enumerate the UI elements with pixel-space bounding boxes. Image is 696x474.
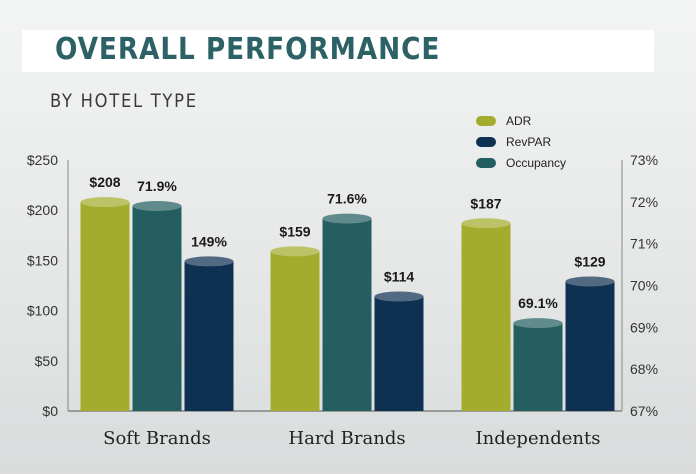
right-axis-tick: 68% — [630, 361, 658, 377]
legend-swatch-occupancy — [476, 157, 496, 168]
data-label-occupancy: 69.1% — [518, 295, 558, 311]
title-band — [22, 30, 654, 72]
bar-body — [132, 206, 182, 411]
bar-occupancy — [132, 201, 182, 411]
bar-cap-highlight — [565, 276, 615, 287]
bar-cap-highlight — [80, 197, 130, 208]
bar-cap — [565, 276, 615, 287]
bar-body — [461, 223, 511, 411]
chart-title: OVERALL PERFORMANCE — [55, 32, 441, 67]
right-axis-tick: 69% — [630, 319, 658, 335]
legend-item-revpar: RevPAR — [476, 131, 566, 152]
bar-body — [565, 281, 615, 411]
right-axis-tick: 67% — [630, 403, 658, 419]
bar-body — [80, 202, 130, 411]
bar-cap-highlight — [184, 256, 234, 267]
bar-cap — [461, 218, 511, 229]
bar-revpar — [184, 256, 234, 411]
bar-revpar — [374, 291, 424, 411]
right-axis-tick: 73% — [630, 152, 658, 168]
bar-cap-highlight — [461, 218, 511, 229]
bar-body — [270, 251, 320, 411]
bar-cap-highlight — [132, 201, 182, 212]
bar-cap-highlight — [322, 213, 372, 224]
right-axis-tick: 71% — [630, 236, 658, 252]
data-label-adr: $187 — [470, 195, 501, 211]
legend-swatch-revpar — [476, 136, 496, 147]
bar-cap — [184, 256, 234, 267]
bar-body — [184, 261, 234, 411]
left-axis-tick: $50 — [35, 353, 59, 369]
legend-label-occupancy: Occupancy — [506, 155, 567, 170]
bar-body — [322, 218, 372, 411]
bar-revpar — [565, 276, 615, 411]
bar-adr — [461, 218, 511, 411]
right-axis-tick: 72% — [630, 194, 658, 210]
bar-cap-highlight — [374, 291, 424, 302]
data-label-occupancy: 71.6% — [327, 191, 367, 207]
left-axis-tick: $0 — [42, 403, 58, 419]
data-label-adr: $208 — [89, 174, 120, 190]
bar-adr — [270, 246, 320, 411]
legend-item-adr: ADR — [476, 110, 566, 131]
bar-occupancy — [322, 213, 372, 411]
bar-body — [513, 323, 563, 411]
legend-item-occupancy: Occupancy — [476, 152, 566, 173]
bar-adr — [80, 197, 130, 411]
bar-cap — [374, 291, 424, 302]
bar-cap-highlight — [513, 318, 563, 329]
legend-label-adr: ADR — [506, 113, 532, 128]
data-label-revpar: 149% — [191, 233, 227, 249]
right-axis-tick: 70% — [630, 278, 658, 294]
data-label-revpar: $114 — [384, 269, 415, 285]
left-axis-tick: $200 — [27, 202, 58, 218]
bar-cap-highlight — [270, 246, 320, 257]
category-label: Hard Brands — [288, 428, 405, 449]
bar-cap — [513, 318, 563, 329]
bar-cap — [132, 201, 182, 212]
category-label: Soft Brands — [103, 428, 211, 449]
chart-subtitle: BY HOTEL TYPE — [50, 90, 198, 112]
bar-body — [374, 296, 424, 411]
left-axis-tick: $150 — [27, 252, 58, 268]
data-label-occupancy: 71.9% — [137, 178, 177, 194]
bar-cap — [322, 213, 372, 224]
bar-cap — [80, 197, 130, 208]
legend-swatch-adr — [476, 115, 496, 126]
legend-label-revpar: RevPAR — [506, 134, 552, 149]
bar-occupancy — [513, 318, 563, 411]
left-axis-tick: $250 — [27, 152, 58, 168]
chart-legend: ADR RevPAR Occupancy — [476, 110, 566, 173]
category-label: Independents — [476, 428, 601, 449]
bar-cap — [270, 246, 320, 257]
data-label-revpar: $129 — [574, 253, 605, 269]
left-axis-tick: $100 — [27, 303, 58, 319]
data-label-adr: $159 — [279, 223, 310, 239]
